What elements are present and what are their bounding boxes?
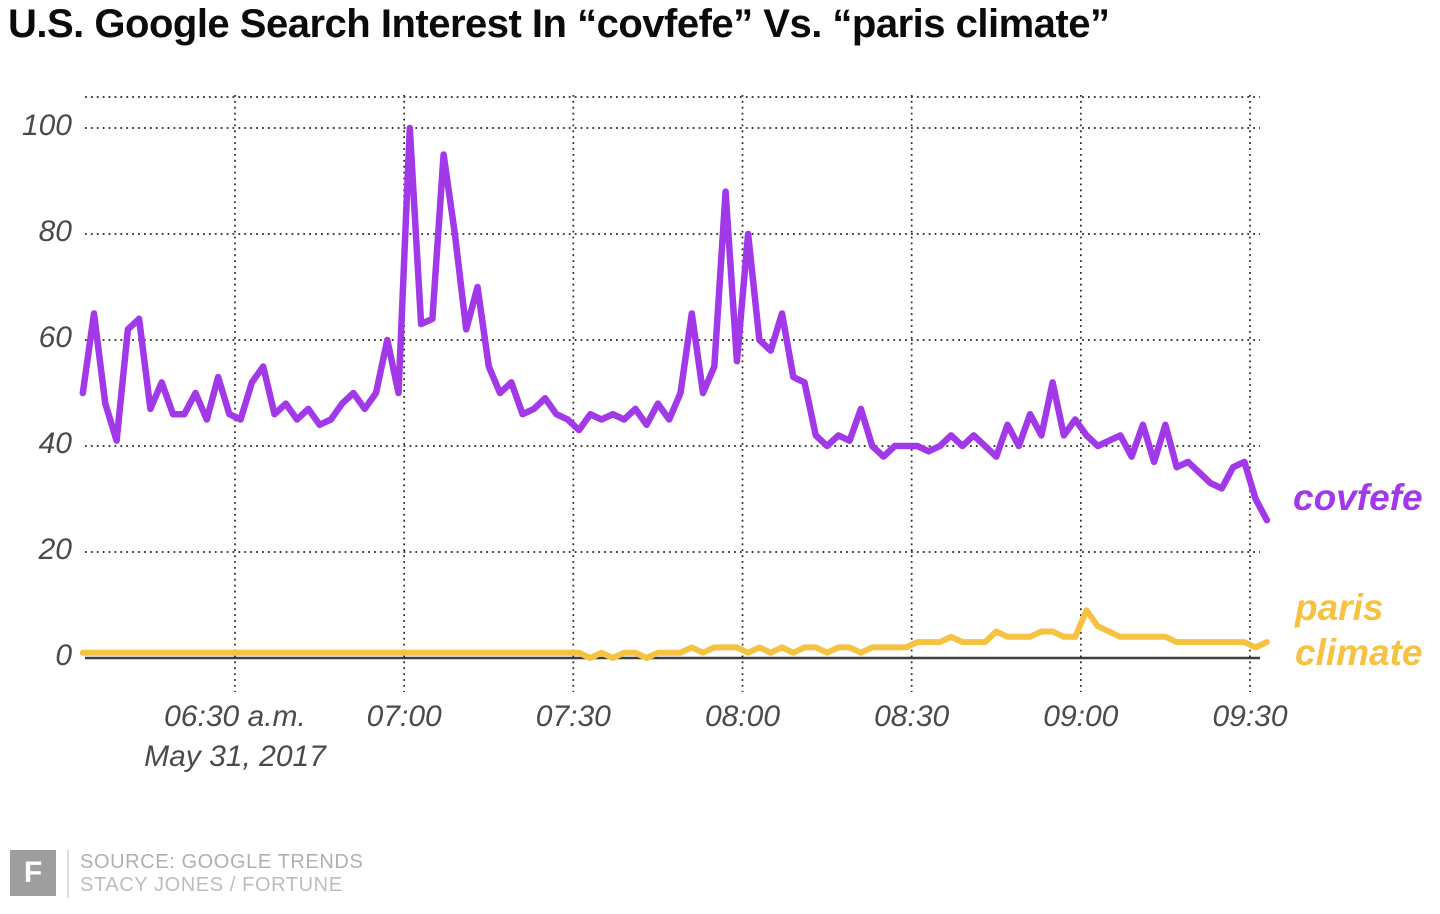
x-tick-label-90: 07:30: [535, 700, 611, 733]
source-credit: SOURCE: GOOGLE TRENDS: [80, 851, 364, 873]
y-tick-label-40: 40: [38, 427, 72, 460]
y-tick-label-100: 100: [21, 109, 72, 142]
x-tick-label-30: 06:30 a.m.: [164, 700, 306, 733]
x-tick-label-60: 07:00: [366, 700, 442, 733]
series-label-covfefe: covfefe: [1293, 477, 1423, 519]
series-label-paris-climate: paris climate: [1295, 585, 1423, 675]
chart-title: U.S. Google Search Interest In “covfefe”…: [8, 2, 1110, 46]
x-axis-date-label: May 31, 2017: [144, 740, 326, 773]
paris-climate-line: [79, 607, 1270, 661]
series-label-paris-line1: paris: [1295, 587, 1384, 628]
x-tick-label-150: 08:30: [874, 700, 950, 733]
y-tick-label-0: 0: [55, 639, 72, 672]
y-tick-label-60: 60: [38, 321, 72, 354]
covfefe-line: [79, 124, 1271, 524]
series-label-covfefe-text: covfefe: [1293, 477, 1423, 518]
y-tick-label-20: 20: [38, 533, 72, 566]
x-tick-label-120: 08:00: [704, 700, 781, 733]
footer-divider: [67, 850, 69, 898]
x-tick-label-180: 09:00: [1043, 700, 1119, 733]
footer-credits: SOURCE: GOOGLE TRENDS STACY JONES / FORT…: [80, 850, 363, 898]
y-tick-label-80: 80: [38, 215, 72, 248]
footer: F SOURCE: GOOGLE TRENDS STACY JONES / FO…: [10, 850, 363, 898]
series-label-paris-line2: climate: [1295, 632, 1423, 673]
x-tick-label-210: 09:30: [1212, 700, 1288, 733]
fortune-logo: F: [10, 850, 56, 896]
author-credit: STACY JONES / FORTUNE: [80, 874, 343, 896]
